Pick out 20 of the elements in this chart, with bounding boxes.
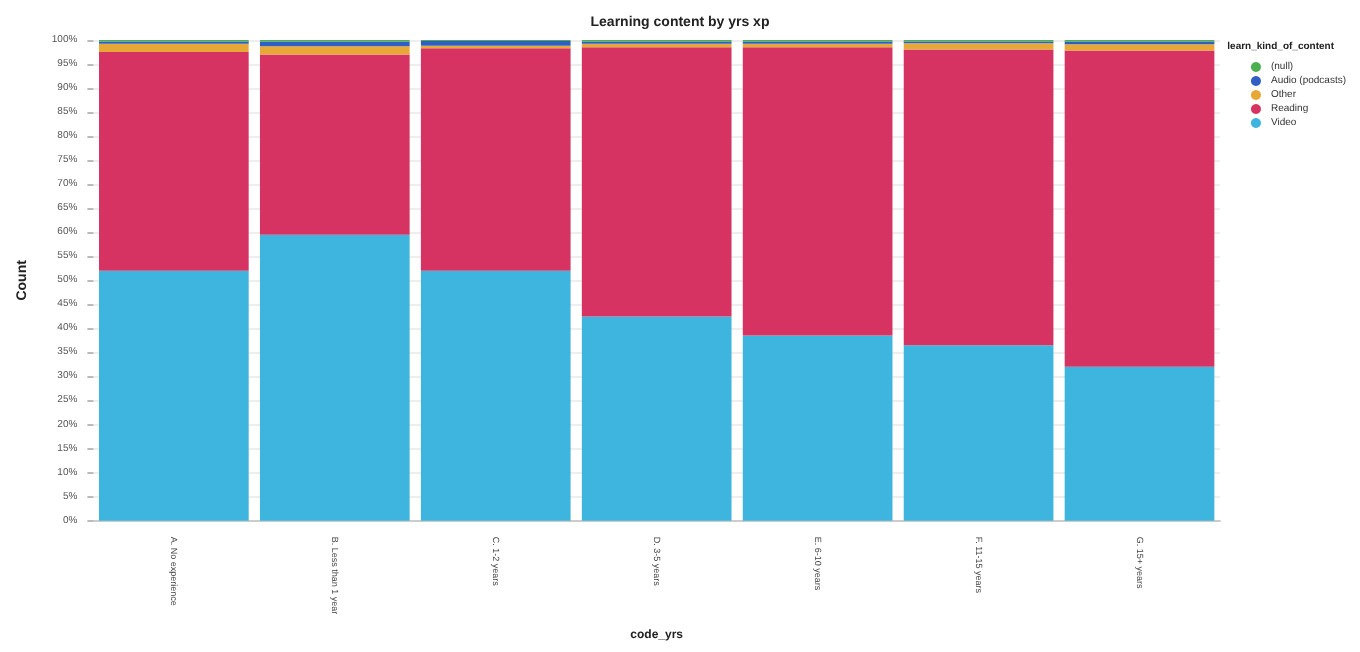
bar: [420, 40, 571, 46]
bar: [903, 49, 1054, 346]
bar: [99, 52, 249, 271]
bar: [903, 43, 1054, 50]
bar: [1064, 366, 1215, 521]
bar: [420, 48, 571, 271]
bar: [581, 47, 732, 317]
bar: [259, 46, 410, 55]
bar: [742, 47, 893, 336]
bar: [259, 41, 410, 47]
bar: [259, 234, 410, 521]
bar: [903, 345, 1054, 521]
bar: [99, 43, 249, 53]
bar: [1064, 44, 1215, 51]
bar: [259, 54, 410, 235]
bar: [581, 316, 732, 521]
bar: [1064, 50, 1215, 367]
bar: [99, 270, 249, 521]
bar: [742, 335, 893, 521]
bar: [420, 270, 571, 521]
